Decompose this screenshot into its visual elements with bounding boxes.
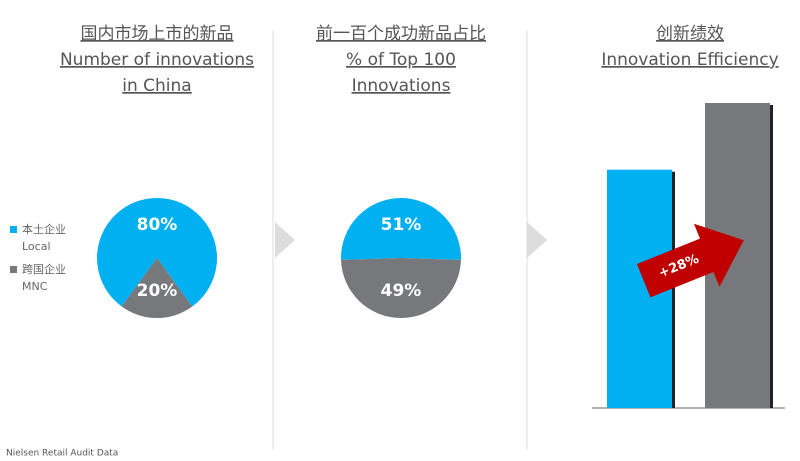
pie-slice [121, 258, 193, 319]
data-label: 20% [137, 281, 178, 301]
source: Nielsen Retail Audit Data [6, 449, 118, 459]
pie-slice [341, 258, 461, 319]
data-label: 80% [137, 215, 178, 235]
chart-title: 国内市场上市的新品 [81, 24, 234, 44]
chart-title: 前一百个成功新品占比 [316, 24, 486, 44]
chevron [275, 222, 295, 258]
legend-label: 跨国企业 [22, 262, 66, 276]
growth-arrow: +28% [636, 223, 744, 298]
arrow-shape [636, 223, 744, 298]
chart-subtitle: Innovation Efficiency [601, 50, 778, 70]
chart-title: 创新绩效 [656, 24, 724, 44]
legend-swatch [10, 226, 17, 233]
chart-subtitle: % of Top 100 Innovations [346, 50, 456, 96]
pie-slice [97, 198, 217, 307]
legend-sublabel: Local [22, 240, 51, 253]
data-label: 51% [381, 215, 422, 235]
legend-label: 本土企业 [22, 222, 66, 236]
legend-sublabel: MNC [22, 280, 48, 293]
chart-subtitle: Number of innovations in China [60, 50, 254, 96]
legend-swatch [10, 266, 17, 273]
chevron [527, 222, 547, 258]
data-label: 49% [381, 281, 422, 301]
pie-slice [341, 198, 461, 260]
